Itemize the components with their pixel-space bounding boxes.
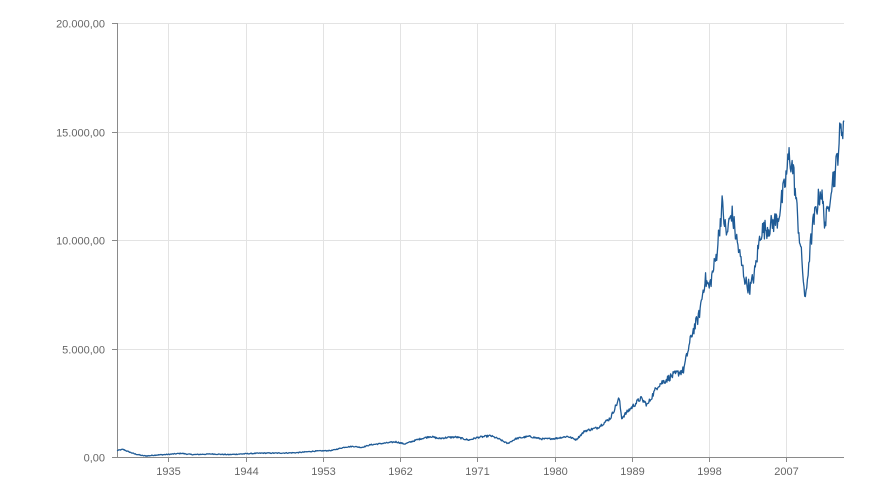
series-line [116, 120, 845, 457]
series-layer [116, 120, 845, 457]
x-tick-label: 1962 [388, 466, 412, 478]
y-tick-label: 0,00 [84, 453, 105, 465]
axes [112, 23, 844, 462]
x-tick-label: 1971 [465, 466, 489, 478]
x-tick-label: 1980 [543, 466, 567, 478]
tick-labels: 0,00 5.000,00 10.000,00 15.000,00 20.000,00 1… [56, 19, 799, 479]
y-tick-label: 10.000,00 [56, 236, 105, 248]
x-tick-label: 2007 [774, 466, 798, 478]
x-tick-label: 1953 [311, 466, 335, 478]
y-tick-label: 20.000,00 [56, 19, 105, 31]
y-tick-label: 15.000,00 [56, 128, 105, 140]
y-tick-label: 5.000,00 [62, 345, 105, 357]
x-tick-label: 1989 [620, 466, 644, 478]
x-tick-label: 1935 [156, 466, 180, 478]
x-tick-label: 1944 [234, 466, 258, 478]
x-tick-label: 1998 [697, 466, 721, 478]
grid-lines [117, 23, 844, 457]
